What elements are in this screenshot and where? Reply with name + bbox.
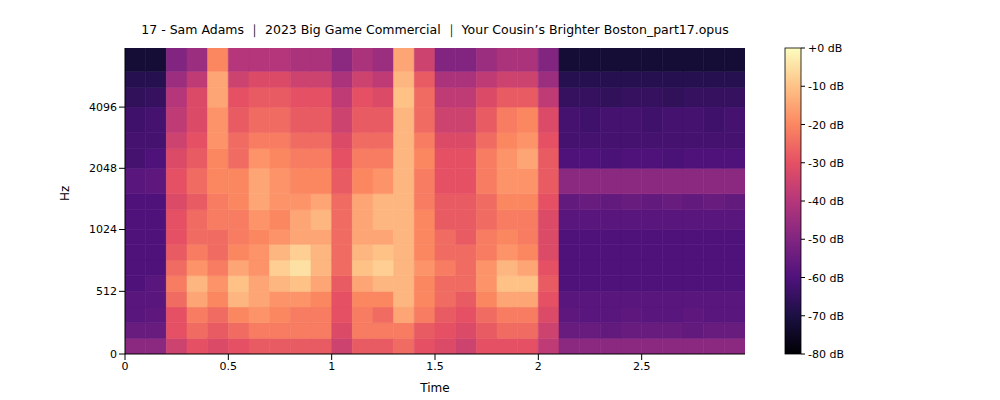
html-text:17 - Sam Adams ｜ 2023 Big Game: 17 - Sam Adams ｜ 2023 Big Game Commercia… xyxy=(141,22,729,37)
svg-text:Time: Time xyxy=(419,381,449,395)
svg-text:+0 dB: +0 dB xyxy=(808,42,842,55)
svg-text:0: 0 xyxy=(110,348,117,361)
svg-text:2.5: 2.5 xyxy=(633,360,651,373)
svg-text:-80 dB: -80 dB xyxy=(808,348,844,361)
svg-text:-30 dB: -30 dB xyxy=(808,157,844,170)
svg-text:1: 1 xyxy=(328,360,335,373)
svg-text:512: 512 xyxy=(96,285,117,298)
svg-text:0.5: 0.5 xyxy=(220,360,238,373)
svg-text:-50 dB: -50 dB xyxy=(808,233,844,246)
svg-text:4096: 4096 xyxy=(89,101,117,114)
svg-text:2: 2 xyxy=(535,360,542,373)
svg-text:Hz: Hz xyxy=(58,186,72,201)
svg-text:1.5: 1.5 xyxy=(426,360,444,373)
svg-text:-10 dB: -10 dB xyxy=(808,80,844,93)
svg-text:-60 dB: -60 dB xyxy=(808,272,844,285)
svg-text:2048: 2048 xyxy=(89,162,117,175)
svg-text:-20 dB: -20 dB xyxy=(808,119,844,132)
svg-text:1024: 1024 xyxy=(89,223,117,236)
svg-text:-70 dB: -70 dB xyxy=(808,310,844,323)
svg-text:0: 0 xyxy=(122,360,129,373)
svg-text:-40 dB: -40 dB xyxy=(808,195,844,208)
